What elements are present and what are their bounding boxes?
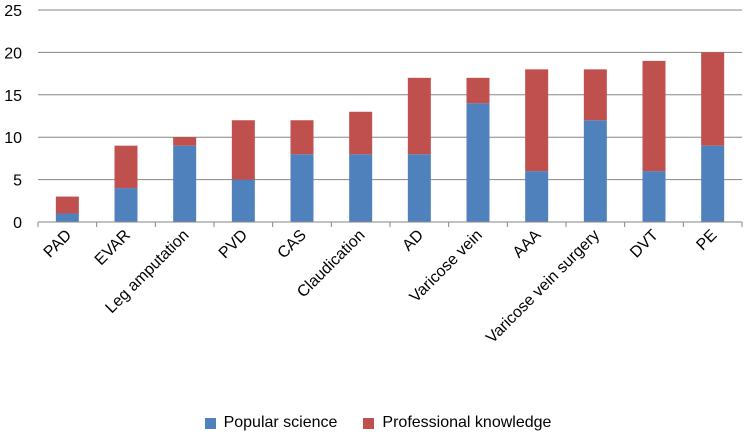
y-tick-label: 5 <box>13 173 22 190</box>
y-tick-label: 20 <box>4 45 22 62</box>
bar-professional-knowledge <box>407 77 431 155</box>
bar-professional-knowledge <box>55 196 79 214</box>
legend-swatch <box>363 417 375 429</box>
x-tick-label: EVAR <box>92 227 134 269</box>
bar-popular-science <box>114 188 138 222</box>
bar-popular-science <box>466 103 490 222</box>
bar-professional-knowledge <box>701 52 725 146</box>
legend-swatch <box>204 417 216 429</box>
bar-professional-knowledge <box>114 145 138 189</box>
y-tick-label: 15 <box>4 88 22 105</box>
x-tick-label: PAD <box>41 227 75 261</box>
legend-item: Popular science <box>204 414 338 432</box>
y-tick-label: 0 <box>13 215 22 232</box>
bar-popular-science <box>642 171 666 222</box>
bar-professional-knowledge <box>290 120 314 155</box>
x-tick-label: PE <box>693 227 720 254</box>
x-tick-label: Varicose vein surgery <box>483 227 603 347</box>
x-tick-label: DVT <box>627 227 662 262</box>
y-axis-ticks: 0 5 10 15 20 25 <box>4 3 22 232</box>
bar-popular-science <box>290 154 314 222</box>
bar-popular-science <box>407 154 431 222</box>
bar-popular-science <box>173 145 197 222</box>
bar-professional-knowledge <box>173 137 197 146</box>
bar-professional-knowledge <box>231 120 255 180</box>
bar-popular-science <box>349 154 373 222</box>
x-tick-label: CAS <box>275 227 310 262</box>
legend: Popular science Professional knowledge <box>0 414 756 432</box>
bar-professional-knowledge <box>466 77 490 104</box>
bar-professional-knowledge <box>525 69 549 172</box>
bar-professional-knowledge <box>642 60 666 172</box>
bar-professional-knowledge <box>583 69 607 121</box>
bar-popular-science <box>55 213 79 222</box>
bar-professional-knowledge <box>349 111 373 155</box>
y-tick-label: 10 <box>4 130 22 147</box>
legend-label: Professional knowledge <box>382 414 552 431</box>
x-tick-label: AD <box>399 227 427 255</box>
bar-popular-science <box>231 179 255 222</box>
y-tick-label: 25 <box>4 3 22 20</box>
x-tick-label: PVD <box>216 227 251 262</box>
bar-popular-science <box>525 171 549 222</box>
x-tick-label: AAA <box>510 227 545 262</box>
bar-popular-science <box>701 145 725 222</box>
gridlines <box>38 9 742 181</box>
bar-popular-science <box>583 120 607 222</box>
legend-label: Popular science <box>223 414 338 431</box>
bars <box>55 52 725 222</box>
legend-item: Professional knowledge <box>363 414 551 432</box>
